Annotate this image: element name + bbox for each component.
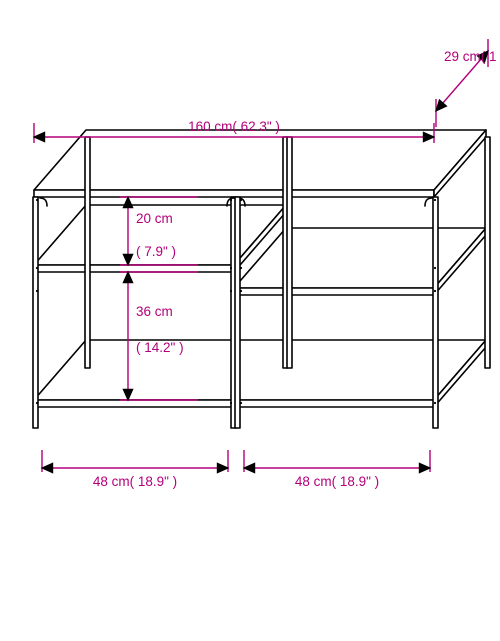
furniture-drawing	[33, 130, 490, 428]
dim-width: 160 cm( 62.3" )	[188, 119, 280, 134]
dim-top-gap-sub: ( 7.9" )	[136, 244, 176, 259]
dim-mid-gap: 36 cm	[136, 304, 173, 319]
dim-mid-gap-sub: ( 14.2" )	[136, 340, 184, 355]
furniture-dimension-svg: 160 cm( 62.3" ) 29 cm( 1 20 cm ( 7.9" ) 36 c…	[0, 0, 500, 641]
dim-bay-left: 48 cm( 18.9" )	[93, 474, 177, 489]
dim-bay-right: 48 cm( 18.9" )	[295, 474, 379, 489]
dim-depth: 29 cm( 1	[444, 49, 497, 64]
dim-top-gap: 20 cm	[136, 211, 173, 226]
diagram-stage: 160 cm( 62.3" ) 29 cm( 1 20 cm ( 7.9" ) 36 c…	[0, 0, 500, 641]
